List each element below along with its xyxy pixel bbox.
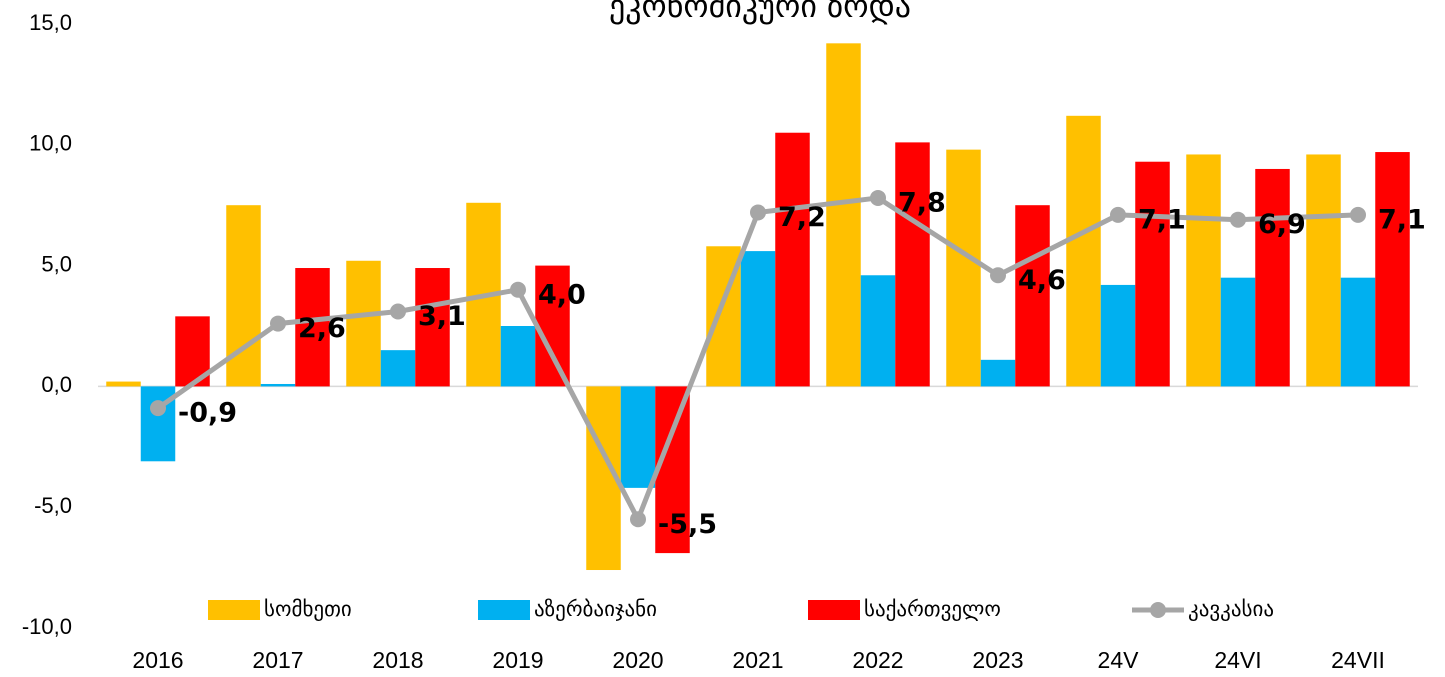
bar [295,268,330,387]
x-tick-label: 24VII [1331,647,1385,673]
bar [1186,154,1221,387]
legend-swatch [208,600,260,620]
x-tick-label: 2021 [732,647,783,673]
bar [1220,277,1256,387]
marker [510,281,526,298]
bar [860,275,896,387]
marker [1230,211,1246,228]
data-label: 7,2 [778,202,826,233]
bar [1306,154,1341,387]
bar [980,359,1016,387]
bar [106,381,141,387]
bar [1255,168,1290,387]
x-tick-label: 24V [1098,647,1140,673]
marker [630,511,646,528]
x-tick-label: 2023 [972,647,1023,673]
y-tick-label: 10,0 [29,131,72,156]
marker [990,267,1006,284]
bar [535,265,570,387]
bar [1135,161,1170,387]
marker [870,189,886,206]
bar [1100,284,1136,387]
bar [740,251,776,387]
y-tick-label: 5,0 [41,251,72,276]
x-tick-label: 2017 [252,647,303,673]
bar [1375,152,1410,387]
bar [946,149,981,387]
marker [150,400,166,417]
bar [895,142,930,387]
legend-marker [1150,602,1166,618]
marker [1350,206,1366,223]
bar [380,350,416,387]
legend-label: საქართველო [864,597,1001,621]
bar [775,132,810,387]
legend-label: აზერბაიჯანი [534,597,657,621]
data-label: 2,6 [298,313,346,344]
bar [415,268,450,387]
x-tick-label: 2018 [372,647,423,673]
bar [655,386,690,554]
y-tick-label: 15,0 [29,10,72,35]
marker [390,303,406,320]
bar [826,43,861,387]
x-tick-label: 2016 [132,647,183,673]
data-label: -0,9 [178,398,237,429]
data-label: 7,8 [898,187,946,218]
data-label: 4,0 [538,279,586,310]
chart-title: ეკონომიკური ზრდა [609,0,911,25]
marker [750,204,766,221]
legend-label: სომხეთი [264,597,352,621]
legend-label: კავკასია [1188,597,1274,621]
bar [1340,277,1376,387]
data-label: 3,1 [418,301,466,332]
data-label: 4,6 [1018,265,1066,296]
x-tick-label: 24VI [1214,647,1261,673]
marker [270,315,286,332]
bar [500,326,536,387]
y-tick-label: -10,0 [22,614,72,639]
legend-swatch [808,600,860,620]
data-label: -5,5 [658,509,717,540]
bar [1015,205,1050,387]
x-tick-label: 2019 [492,647,543,673]
y-tick-label: 0,0 [41,372,72,397]
marker [1110,206,1126,223]
legend-swatch [478,600,530,620]
data-label: 6,9 [1258,209,1306,240]
data-label: 7,1 [1378,204,1426,235]
bar [620,386,656,488]
bar [1066,115,1101,387]
bar [260,383,296,387]
data-label: 7,1 [1138,204,1186,235]
x-tick-label: 2020 [612,647,663,673]
bar [346,260,381,387]
y-tick-label: -5,0 [34,493,72,518]
x-tick-label: 2022 [852,647,903,673]
